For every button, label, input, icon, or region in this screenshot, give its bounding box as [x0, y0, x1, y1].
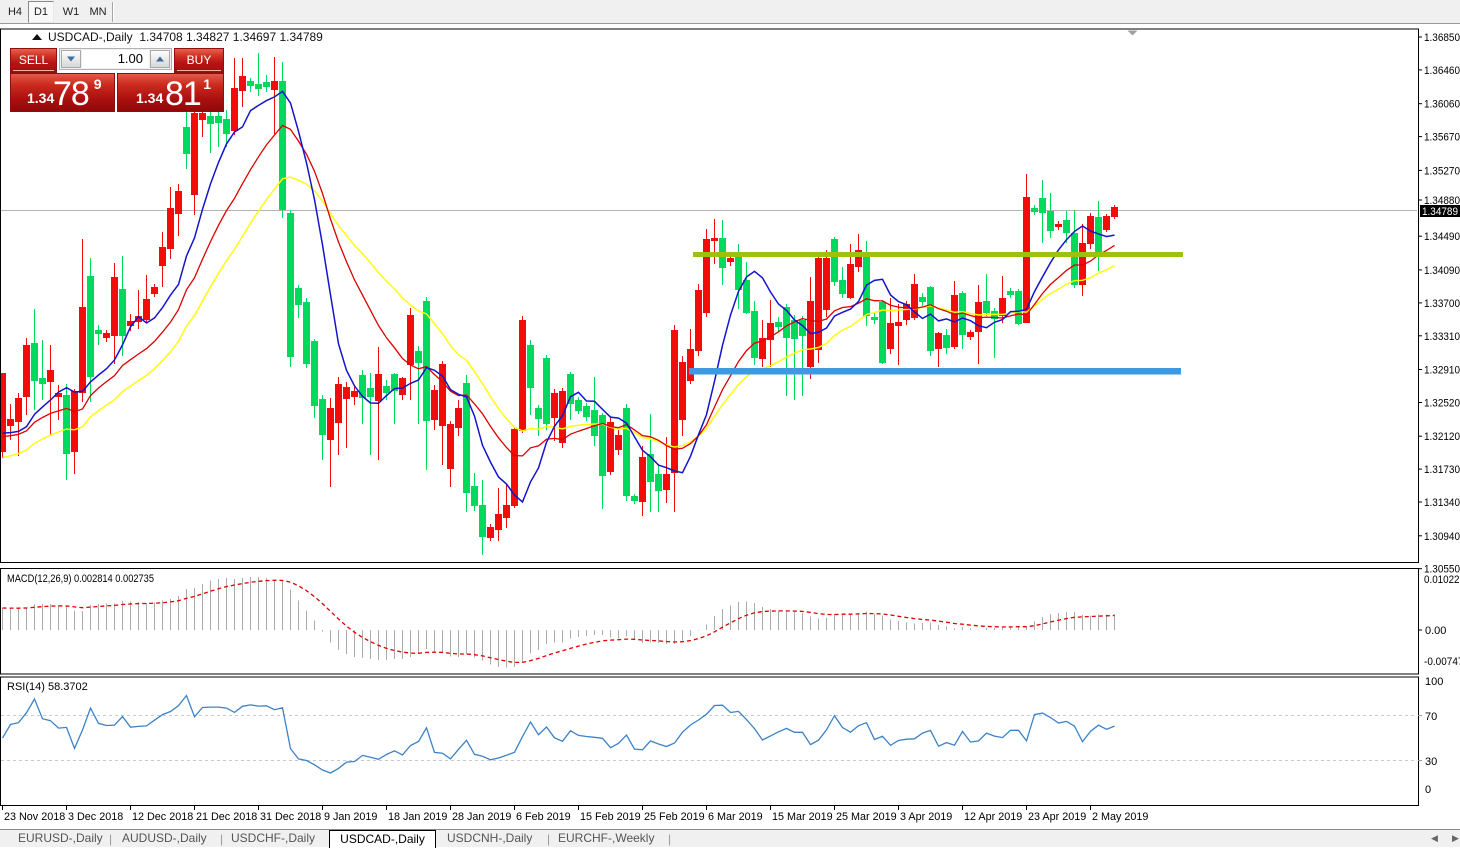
svg-text:70: 70 — [1425, 711, 1437, 723]
svg-text:1.36460: 1.36460 — [1424, 65, 1460, 77]
svg-text:12 Apr 2019: 12 Apr 2019 — [964, 811, 1022, 823]
svg-text:MACD(12,26,9) 0.002814 0.00273: MACD(12,26,9) 0.002814 0.002735 — [7, 573, 154, 585]
svg-text:1.34880: 1.34880 — [1424, 195, 1460, 207]
svg-text:1.36850: 1.36850 — [1424, 32, 1460, 44]
svg-text:-0.007477: -0.007477 — [1424, 656, 1460, 668]
svg-text:28 Jan 2019: 28 Jan 2019 — [452, 811, 511, 823]
svg-text:3 Apr 2019: 3 Apr 2019 — [900, 811, 952, 823]
svg-text:1.32120: 1.32120 — [1424, 431, 1460, 443]
svg-text:RSI(14) 58.3702: RSI(14) 58.3702 — [7, 681, 88, 693]
svg-text:31 Dec 2018: 31 Dec 2018 — [260, 811, 321, 823]
svg-text:1.35270: 1.35270 — [1424, 165, 1460, 177]
svg-text:1.34090: 1.34090 — [1424, 265, 1460, 277]
svg-text:30: 30 — [1425, 756, 1437, 768]
svg-text:2 May 2019: 2 May 2019 — [1092, 811, 1148, 823]
svg-text:0: 0 — [1425, 784, 1431, 796]
svg-text:USDCAD-,Daily 1.34708 1.34827: USDCAD-,Daily 1.34708 1.34827 1.34697 1.… — [48, 30, 323, 44]
svg-text:1.30550: 1.30550 — [1424, 564, 1460, 576]
svg-text:1.30940: 1.30940 — [1424, 531, 1460, 543]
svg-text:1.32910: 1.32910 — [1424, 365, 1460, 377]
svg-text:1.35670: 1.35670 — [1424, 132, 1460, 144]
svg-text:1.33310: 1.33310 — [1424, 331, 1460, 343]
svg-text:0.00: 0.00 — [1425, 625, 1446, 637]
svg-text:3 Dec 2018: 3 Dec 2018 — [68, 811, 123, 823]
svg-text:23 Nov 2018: 23 Nov 2018 — [4, 811, 65, 823]
svg-text:25 Feb 2019: 25 Feb 2019 — [644, 811, 705, 823]
svg-text:25 Mar 2019: 25 Mar 2019 — [836, 811, 897, 823]
svg-text:6 Feb 2019: 6 Feb 2019 — [516, 811, 571, 823]
svg-text:15 Mar 2019: 15 Mar 2019 — [772, 811, 833, 823]
svg-text:1.33700: 1.33700 — [1424, 298, 1460, 310]
svg-text:6 Mar 2019: 6 Mar 2019 — [708, 811, 763, 823]
svg-text:1.36060: 1.36060 — [1424, 99, 1460, 111]
svg-text:1.34789: 1.34789 — [1422, 206, 1458, 218]
svg-text:15 Feb 2019: 15 Feb 2019 — [580, 811, 641, 823]
svg-text:1.32520: 1.32520 — [1424, 398, 1460, 410]
svg-text:1.31730: 1.31730 — [1424, 464, 1460, 476]
svg-text:0.010229: 0.010229 — [1424, 574, 1460, 586]
svg-text:1.31340: 1.31340 — [1424, 497, 1460, 509]
svg-text:100: 100 — [1425, 676, 1443, 688]
svg-text:18 Jan 2019: 18 Jan 2019 — [388, 811, 447, 823]
svg-text:12 Dec 2018: 12 Dec 2018 — [132, 811, 193, 823]
svg-text:21 Dec 2018: 21 Dec 2018 — [196, 811, 257, 823]
svg-text:23 Apr 2019: 23 Apr 2019 — [1028, 811, 1086, 823]
svg-text:1.34490: 1.34490 — [1424, 231, 1460, 243]
svg-text:9 Jan 2019: 9 Jan 2019 — [324, 811, 377, 823]
